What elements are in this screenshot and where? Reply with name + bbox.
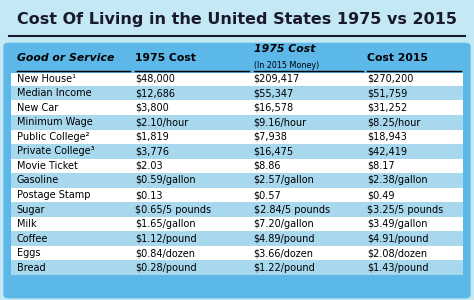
Text: $51,759: $51,759 <box>367 88 408 98</box>
Text: $0.84/dozen: $0.84/dozen <box>135 248 195 258</box>
Text: $12,686: $12,686 <box>135 88 175 98</box>
Text: $8.25/hour: $8.25/hour <box>367 117 421 127</box>
Text: $2.84/5 pounds: $2.84/5 pounds <box>254 205 330 214</box>
Text: $2.03: $2.03 <box>135 161 163 171</box>
Text: $16,475: $16,475 <box>254 146 294 156</box>
Text: Private College³: Private College³ <box>17 146 94 156</box>
Text: $2.10/hour: $2.10/hour <box>135 117 188 127</box>
Text: $2.57/gallon: $2.57/gallon <box>254 176 314 185</box>
Text: $3.66/dozen: $3.66/dozen <box>254 248 314 258</box>
Text: $9.16/hour: $9.16/hour <box>254 117 307 127</box>
Text: Bread: Bread <box>17 263 45 273</box>
Text: $7.20/gallon: $7.20/gallon <box>254 219 314 229</box>
Text: $48,000: $48,000 <box>135 74 175 84</box>
Text: $8.86: $8.86 <box>254 161 281 171</box>
Text: $0.49: $0.49 <box>367 190 395 200</box>
Text: $1.43/pound: $1.43/pound <box>367 263 429 273</box>
Text: Cost 2015: Cost 2015 <box>367 53 428 64</box>
Text: $3,776: $3,776 <box>135 146 169 156</box>
Text: Sugar: Sugar <box>17 205 45 214</box>
Text: $0.57: $0.57 <box>254 190 282 200</box>
Text: Median Income: Median Income <box>17 88 91 98</box>
Text: $1.22/pound: $1.22/pound <box>254 263 315 273</box>
Text: $4.91/pound: $4.91/pound <box>367 234 429 244</box>
Text: $0.13: $0.13 <box>135 190 163 200</box>
Text: $42,419: $42,419 <box>367 146 407 156</box>
Text: Movie Ticket: Movie Ticket <box>17 161 77 171</box>
Text: $1,819: $1,819 <box>135 132 169 142</box>
Text: $0.59/gallon: $0.59/gallon <box>135 176 196 185</box>
Text: New Car: New Car <box>17 103 58 113</box>
Text: Gasoline: Gasoline <box>17 176 59 185</box>
Text: $1.12/pound: $1.12/pound <box>135 234 197 244</box>
Text: 1975 Cost: 1975 Cost <box>135 53 196 64</box>
Text: $0.65/5 pounds: $0.65/5 pounds <box>135 205 211 214</box>
Text: Coffee: Coffee <box>17 234 48 244</box>
Text: $8.17: $8.17 <box>367 161 395 171</box>
Text: Cost Of Living in the United States 1975 vs 2015: Cost Of Living in the United States 1975… <box>17 12 457 27</box>
Text: (In 2015 Money): (In 2015 Money) <box>254 61 319 70</box>
Text: $3.49/gallon: $3.49/gallon <box>367 219 428 229</box>
Text: Eggs: Eggs <box>17 248 40 258</box>
Text: Minimum Wage: Minimum Wage <box>17 117 92 127</box>
Text: Postage Stamp: Postage Stamp <box>17 190 90 200</box>
Text: Public College²: Public College² <box>17 132 89 142</box>
Text: $270,200: $270,200 <box>367 74 414 84</box>
Text: $16,578: $16,578 <box>254 103 294 113</box>
Text: New House¹: New House¹ <box>17 74 75 84</box>
Text: 1975 Cost: 1975 Cost <box>254 44 315 54</box>
Text: $2.38/gallon: $2.38/gallon <box>367 176 428 185</box>
Text: $209,417: $209,417 <box>254 74 300 84</box>
Text: Good or Service: Good or Service <box>17 53 114 64</box>
Text: $7,938: $7,938 <box>254 132 287 142</box>
Text: $31,252: $31,252 <box>367 103 408 113</box>
Text: $55,347: $55,347 <box>254 88 294 98</box>
Text: $0.28/pound: $0.28/pound <box>135 263 197 273</box>
Text: $2.08/dozen: $2.08/dozen <box>367 248 428 258</box>
Text: $3.25/5 pounds: $3.25/5 pounds <box>367 205 444 214</box>
Text: $4.89/pound: $4.89/pound <box>254 234 315 244</box>
Text: $3,800: $3,800 <box>135 103 169 113</box>
Text: $18,943: $18,943 <box>367 132 407 142</box>
Text: Milk: Milk <box>17 219 36 229</box>
Text: $1.65/gallon: $1.65/gallon <box>135 219 196 229</box>
